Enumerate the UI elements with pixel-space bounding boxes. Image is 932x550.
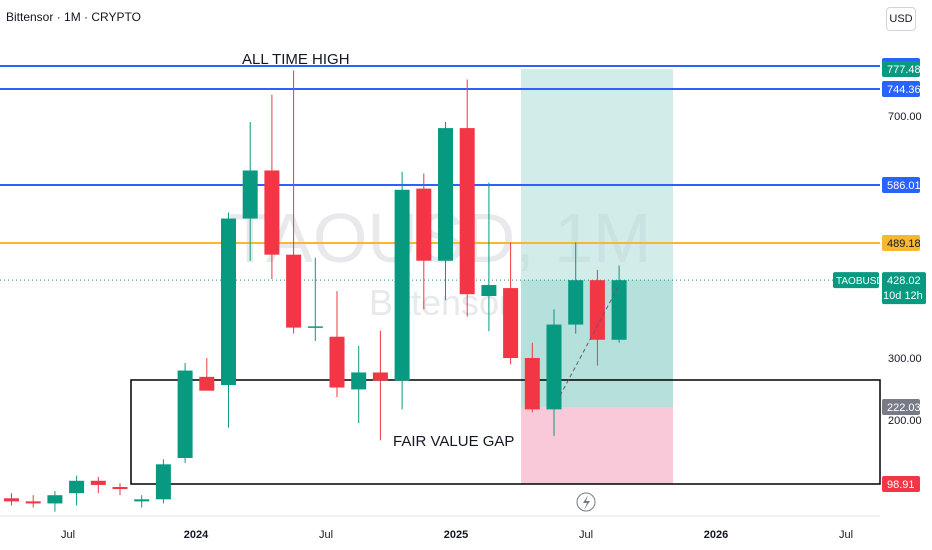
candle[interactable] [134,499,150,502]
candle[interactable] [307,326,323,328]
currency-button[interactable]: USD [886,7,916,31]
level-tag-3-bg [882,235,920,251]
y-tick-label: 300.00 [888,353,922,365]
x-tick-label: 2025 [444,529,468,541]
countdown-tag: 10d 12h [883,290,923,302]
candle[interactable] [242,170,258,219]
x-tick-label: 2026 [704,529,728,541]
x-tick-label: Jul [579,529,593,541]
candle[interactable] [372,372,388,381]
current-symbol-bg [833,272,879,289]
x-tick-label: Jul [319,529,333,541]
candle[interactable] [177,370,193,458]
candle[interactable] [503,288,519,358]
candle[interactable] [329,336,345,388]
candle[interactable] [155,464,171,500]
lightning-icon-glyph [583,495,590,510]
candle[interactable] [481,285,497,296]
candle[interactable] [90,480,106,485]
current-price-tag: 428.02 [887,275,921,287]
annotation-fvg: FAIR VALUE GAP [393,433,514,450]
level-tag-1: 744.36 [887,84,921,96]
candle[interactable] [611,280,627,340]
x-tick-label: Jul [61,529,75,541]
current-price-bg [882,272,926,305]
candle[interactable] [394,189,410,381]
candle[interactable] [69,480,85,494]
symbol-title: Bittensor · 1M · CRYPTO [6,10,141,24]
candle[interactable] [25,501,41,504]
fair-value-gap-box [130,379,881,485]
price-tag-0-bg [882,61,920,77]
candle[interactable] [112,486,128,490]
candle[interactable] [568,280,584,325]
level-tag-1-bg [882,81,920,97]
stop-zone [521,407,673,484]
x-tick-label: 2024 [184,529,209,541]
candle[interactable] [416,188,432,261]
candle[interactable] [47,495,63,504]
candle[interactable] [221,218,236,386]
x-tick-label: Jul [839,529,853,541]
candle[interactable] [351,372,367,390]
price-tag-2: 98.91 [887,479,915,491]
candle[interactable] [524,358,540,410]
candle[interactable] [264,170,280,255]
candle[interactable] [4,498,19,502]
price-tag-2-bg [882,476,920,492]
y-tick-label: 700.00 [888,111,922,123]
candle[interactable] [546,324,562,410]
current-symbol-tag: TAOBUSD [836,276,884,287]
candle[interactable] [286,254,302,328]
candle[interactable] [199,376,215,391]
price-tag-0: 777.48 [887,64,921,76]
candle[interactable] [459,128,475,295]
price-tag-1: 222.03 [887,402,921,414]
candle[interactable] [438,128,453,261]
level-tag-3: 489.18 [887,238,921,250]
level-tag-2: 586.01 [887,180,921,192]
candle[interactable] [589,280,605,340]
y-tick-label: 200.00 [888,415,922,427]
level-tag-2-bg [882,177,920,193]
annotation-ath: ALL TIME HIGH [242,51,350,68]
price-tag-1-bg [882,399,920,415]
